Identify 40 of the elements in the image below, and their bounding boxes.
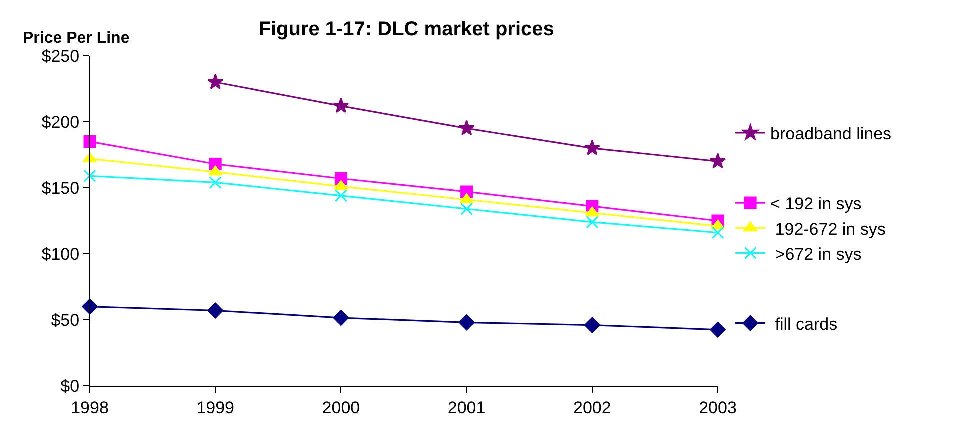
point <box>333 310 350 326</box>
y-axis-title: Price Per Line <box>23 30 130 47</box>
x-tick-label: 2000 <box>322 398 360 418</box>
point <box>208 302 224 319</box>
point <box>458 314 475 331</box>
point <box>586 216 599 229</box>
point <box>712 226 724 240</box>
x-tick-label: 2002 <box>573 398 612 418</box>
legend-label: fill cards <box>770 314 838 334</box>
y-tick-label: $0 <box>60 376 80 396</box>
x-tick-label: 1999 <box>196 398 235 418</box>
legend-label: 192-672 in sys <box>770 220 886 239</box>
point <box>710 153 726 169</box>
x-tick-label: 2003 <box>699 398 737 418</box>
y-tick-label: $50 <box>51 310 80 330</box>
point <box>334 180 348 190</box>
point <box>333 98 350 114</box>
chart-title: Figure 1-17: DLC market prices <box>258 18 554 41</box>
legend-label: >672 in sys <box>770 244 862 264</box>
y-tick-label: $150 <box>42 178 80 198</box>
point <box>460 202 474 216</box>
point <box>84 136 96 148</box>
point <box>334 190 348 202</box>
y-tick-label: $250 <box>42 46 80 66</box>
legend-label: < 192 in sys <box>770 194 862 214</box>
x-tick-label: 1998 <box>71 398 109 418</box>
point <box>584 317 600 334</box>
point <box>82 298 98 315</box>
point <box>458 120 475 136</box>
point <box>208 166 223 176</box>
point <box>84 170 96 182</box>
legend-label: broadband lines <box>770 124 892 144</box>
y-tick-label: $200 <box>42 112 80 132</box>
point <box>585 206 600 217</box>
point <box>710 322 726 338</box>
y-tick-label: $100 <box>42 244 80 264</box>
point <box>584 140 600 156</box>
x-tick-label: 2001 <box>448 398 486 418</box>
point <box>208 74 224 90</box>
point <box>209 176 222 189</box>
